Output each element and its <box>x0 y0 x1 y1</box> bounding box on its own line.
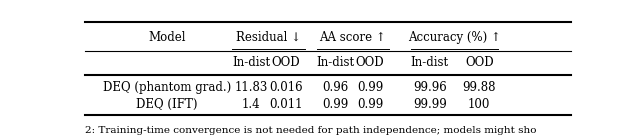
Text: AA score ↑: AA score ↑ <box>319 31 386 44</box>
Text: In-dist: In-dist <box>411 56 449 69</box>
Text: In-dist: In-dist <box>316 56 355 69</box>
Text: 99.96: 99.96 <box>413 81 447 94</box>
Text: OOD: OOD <box>271 56 300 69</box>
Text: 99.99: 99.99 <box>413 98 447 111</box>
Text: OOD: OOD <box>356 56 385 69</box>
Text: 0.96: 0.96 <box>323 81 349 94</box>
Text: 0.99: 0.99 <box>357 81 383 94</box>
Text: Accuracy (%) ↑: Accuracy (%) ↑ <box>408 31 501 44</box>
Text: 99.88: 99.88 <box>463 81 496 94</box>
Text: DEQ (IFT): DEQ (IFT) <box>136 98 198 111</box>
Text: Model: Model <box>148 31 186 44</box>
Text: In-dist: In-dist <box>232 56 270 69</box>
Text: DEQ (phantom grad.): DEQ (phantom grad.) <box>102 81 231 94</box>
Text: 11.83: 11.83 <box>234 81 268 94</box>
Text: Residual ↓: Residual ↓ <box>236 31 301 44</box>
Text: 1.4: 1.4 <box>242 98 260 111</box>
Text: 100: 100 <box>468 98 490 111</box>
Text: OOD: OOD <box>465 56 493 69</box>
Text: 2: Training-time convergence is not needed for path independence; models might s: 2: Training-time convergence is not need… <box>85 126 536 135</box>
Text: 0.99: 0.99 <box>323 98 349 111</box>
Text: 0.011: 0.011 <box>269 98 303 111</box>
Text: 0.99: 0.99 <box>357 98 383 111</box>
Text: 0.016: 0.016 <box>269 81 303 94</box>
